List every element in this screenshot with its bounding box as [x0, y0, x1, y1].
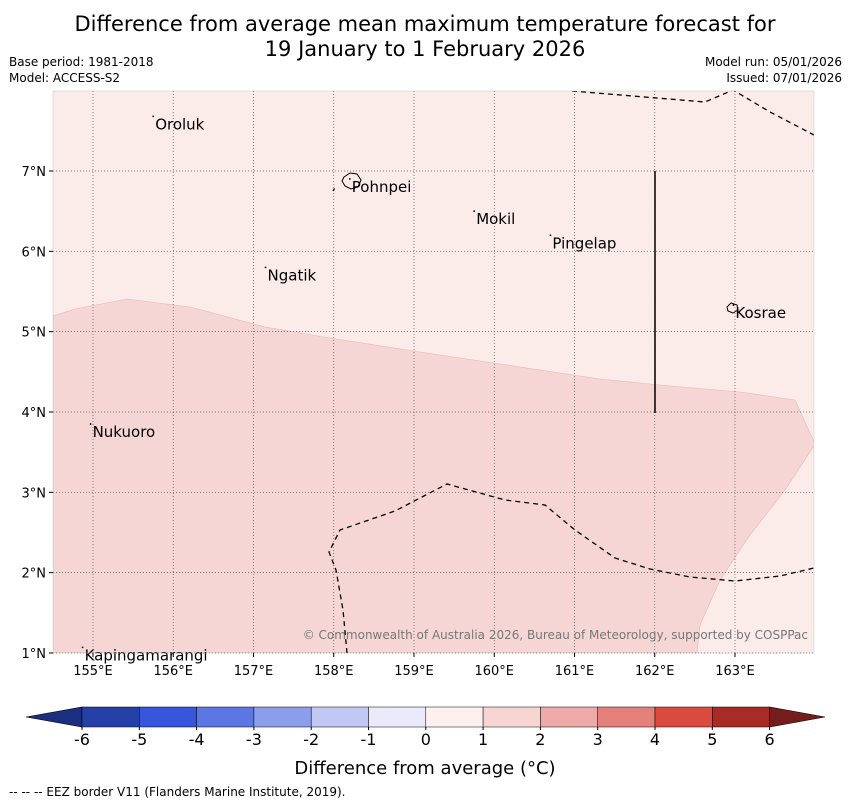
colorbar-swatch	[712, 706, 770, 728]
colorbar-swatch	[81, 706, 140, 728]
place-label: Oroluk	[155, 115, 204, 133]
colorbar-tick-label: -5	[131, 730, 147, 749]
colorbar-over-arrow	[769, 706, 826, 728]
place-marker	[732, 304, 735, 307]
colorbar-tick-label: 4	[650, 730, 660, 749]
lon-tick-label: 157°E	[234, 664, 274, 679]
model-name: Model: ACCESS-S2	[9, 71, 121, 85]
colorbar-tick-label: 2	[535, 730, 545, 749]
map-frame	[52, 90, 815, 654]
colorbar-tick-label: 3	[593, 730, 603, 749]
lat-tick-label: 4°N	[22, 406, 47, 421]
lon-tick-label: 156°E	[153, 664, 193, 679]
title-line-1: Difference from average mean maximum tem…	[74, 12, 776, 36]
place-label: Nukuoro	[93, 423, 156, 441]
colorbar-swatch	[196, 706, 255, 728]
colorbar-tick-label: 0	[421, 730, 431, 749]
place-marker	[348, 178, 351, 180]
meta-left: Base period: 1981-2018 Model: ACCESS-S2	[9, 54, 154, 86]
place-marker	[89, 423, 92, 425]
place-marker	[473, 210, 476, 213]
lat-tick-label: 5°N	[22, 326, 47, 341]
place-marker	[264, 266, 267, 269]
map-canvas: Oroluk Pohnpei Mokil Pingelap Ngatik Kosrae Nu…	[22, 90, 826, 779]
lat-tick-label: 7°N	[22, 165, 47, 180]
colorbar: -6 -5 -4 -3 -2 -1 0 1 2 3 4 5 6 Difference from avera…	[25, 706, 826, 779]
lat-tick-label: 3°N	[22, 486, 47, 501]
lon-tick-label: 160°E	[474, 664, 514, 679]
colorbar-swatch	[540, 706, 598, 728]
place-labels: Oroluk Pohnpei Mokil Pingelap Ngatik Kosrae Nu…	[81, 115, 786, 664]
place-label: Kapingamarangi	[85, 646, 208, 664]
lat-tick-label: 1°N	[22, 647, 47, 662]
place-marker	[549, 234, 552, 237]
kosrae-island-shape	[726, 302, 739, 314]
map-title: Difference from average mean maximum tem…	[0, 12, 850, 62]
colorbar-under-arrow	[25, 706, 83, 728]
lon-tick-label: 162°E	[635, 664, 675, 679]
lat-tick-label: 2°N	[22, 567, 47, 582]
base-period: Base period: 1981-2018	[9, 55, 154, 69]
lat-tick-label: 6°N	[22, 245, 47, 260]
place-label: Pohnpei	[352, 178, 412, 196]
latitude-axis: 7°N 6°N 5°N 4°N 3°N 2°N 1°N	[22, 165, 53, 662]
colorbar-tick-label: 1	[478, 730, 488, 749]
colorbar-tick-label: 5	[707, 730, 717, 749]
lon-tick-label: 155°E	[73, 664, 113, 679]
model-run: Model run: 05/01/2026	[704, 55, 842, 69]
colorbar-swatch	[597, 706, 656, 728]
place-label: Mokil	[476, 210, 515, 228]
colorbar-swatch	[425, 706, 484, 728]
place-label: Ngatik	[268, 266, 317, 284]
place-label: Pingelap	[552, 234, 616, 252]
colorbar-tick-label: -4	[189, 730, 205, 749]
place-marker	[81, 646, 84, 649]
colorbar-label: Difference from average (°C)	[294, 758, 555, 779]
copyright-text: © Commonwealth of Australia 2026, Bureau…	[303, 628, 808, 642]
colorbar-swatch	[482, 706, 541, 728]
colorbar-tick-label: -3	[246, 730, 262, 749]
longitude-axis: 155°E 156°E 157°E 158°E 159°E 160°E 161°E 162°E…	[73, 653, 755, 679]
eez-border-fragment	[332, 185, 337, 192]
anomaly-region-1-to-2	[53, 298, 814, 653]
colorbar-swatch	[654, 706, 713, 728]
lon-tick-label: 163°E	[715, 664, 755, 679]
eez-legend-note: -- -- -- EEZ border V11 (Flanders Marine…	[9, 785, 346, 799]
meta-right: Model run: 05/01/2026 Issued: 07/01/2026	[705, 54, 842, 86]
issued-date: Issued: 07/01/2026	[726, 71, 842, 85]
lon-tick-label: 159°E	[394, 664, 434, 679]
title-line-2: 19 January to 1 February 2026	[264, 37, 586, 61]
lon-tick-label: 158°E	[314, 664, 354, 679]
colorbar-tick-label: -2	[303, 730, 319, 749]
colorbar-swatch	[253, 706, 312, 728]
colorbar-tick-label: -1	[361, 730, 377, 749]
place-marker	[152, 115, 155, 118]
colorbar-swatch	[139, 706, 197, 728]
place-label: Kosrae	[735, 304, 786, 322]
colorbar-tick-label: -6	[74, 730, 90, 749]
colorbar-swatch	[368, 706, 427, 728]
pohnpei-island-shape	[341, 172, 362, 190]
colorbar-swatch	[310, 706, 369, 728]
eez-borders	[328, 91, 814, 653]
lon-tick-label: 161°E	[555, 664, 595, 679]
colorbar-tick-label: 6	[765, 730, 775, 749]
eez-border-south	[328, 483, 814, 653]
